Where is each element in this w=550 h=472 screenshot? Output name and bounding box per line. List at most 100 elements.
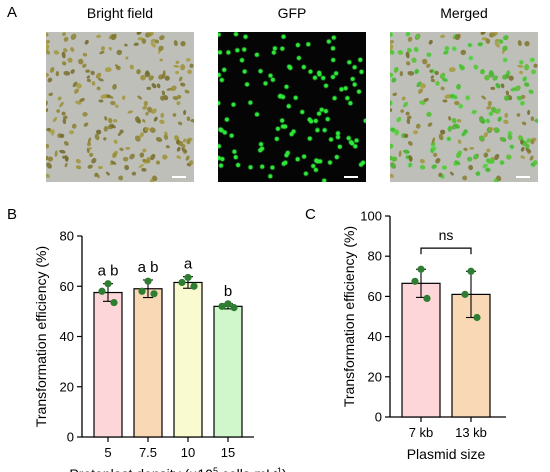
x-label-part: 5 xyxy=(213,466,218,472)
gfp-cell xyxy=(255,52,259,57)
cell xyxy=(112,119,118,123)
data-point xyxy=(150,290,158,298)
scale-bar xyxy=(172,176,186,178)
gfp-cell xyxy=(431,164,437,170)
cell xyxy=(74,88,79,94)
cell xyxy=(438,133,444,141)
cell xyxy=(129,153,135,160)
cell xyxy=(508,75,514,81)
gfp-cell xyxy=(353,144,358,149)
gfp-cell xyxy=(516,95,522,101)
cell xyxy=(457,139,462,144)
gfp-cell xyxy=(220,157,225,161)
gfp-cell xyxy=(260,146,264,151)
gfp-cell xyxy=(304,171,308,176)
cell xyxy=(405,61,411,66)
gfp-cell xyxy=(331,58,336,62)
cell xyxy=(176,139,180,145)
cell xyxy=(108,46,112,51)
gfp-cell xyxy=(297,56,301,60)
cell xyxy=(160,112,165,119)
gfp-cell xyxy=(467,42,473,48)
cell xyxy=(170,85,177,92)
cell xyxy=(517,40,522,47)
gfp-cell xyxy=(413,46,419,53)
cell xyxy=(108,95,114,99)
gfp-cell xyxy=(530,69,537,75)
cell xyxy=(75,165,82,170)
data-point xyxy=(218,302,226,310)
gfp-cell xyxy=(348,101,353,106)
gfp-cell xyxy=(324,109,328,114)
gfp-cell xyxy=(315,128,320,132)
gfp-cell xyxy=(431,146,437,152)
data-point xyxy=(473,313,481,322)
cell xyxy=(110,100,116,106)
y-tick-label: 20 xyxy=(60,379,74,394)
cell xyxy=(61,111,66,116)
cell xyxy=(133,42,139,47)
gfp-cell xyxy=(509,144,515,150)
cell xyxy=(516,113,521,117)
cell xyxy=(390,44,394,51)
gfp-cell xyxy=(406,47,412,53)
cell xyxy=(185,155,190,161)
gfp-cell xyxy=(332,96,337,101)
cell xyxy=(116,49,123,56)
gfp-cell xyxy=(407,162,413,168)
data-point xyxy=(110,298,118,307)
cell xyxy=(110,160,117,165)
gfp-cell xyxy=(233,155,238,160)
significance-label: ns xyxy=(439,227,454,243)
cell xyxy=(407,141,413,146)
cell xyxy=(398,150,402,157)
gfp-cell xyxy=(337,144,342,149)
gfp-cell xyxy=(258,69,263,74)
gfp-cell xyxy=(441,164,448,171)
gfp-cell xyxy=(479,116,485,123)
x-label-part: -1 xyxy=(274,466,282,472)
cell xyxy=(428,39,433,45)
gfp-cell xyxy=(455,84,462,90)
cell xyxy=(64,162,68,168)
cell xyxy=(113,139,118,144)
data-point xyxy=(461,290,469,298)
gfp-cell xyxy=(301,65,306,69)
cell xyxy=(59,101,64,108)
cell xyxy=(481,95,487,100)
cell xyxy=(463,147,468,152)
gfp-cell xyxy=(343,86,348,91)
cell xyxy=(426,63,431,68)
cell xyxy=(186,116,191,122)
gfp-cell xyxy=(218,73,221,77)
cell xyxy=(494,41,500,48)
y-tick-label: 80 xyxy=(368,249,382,264)
cell xyxy=(139,152,145,158)
gfp-cell xyxy=(273,46,277,51)
chart-b-y-axis-label: Transformation efficiency (%) xyxy=(33,246,49,427)
cell xyxy=(46,108,49,112)
cell xyxy=(180,41,186,47)
cell xyxy=(87,164,93,169)
gfp-cell xyxy=(218,101,221,106)
gfp-cell xyxy=(488,70,494,76)
gfp-cell xyxy=(358,57,363,62)
y-tick-label: 60 xyxy=(60,279,74,294)
gfp-cell xyxy=(226,50,231,55)
gfp-cell xyxy=(295,157,300,162)
cell xyxy=(67,57,73,63)
gfp-cell xyxy=(506,154,512,160)
gfp-cell xyxy=(339,87,344,92)
cell xyxy=(107,117,113,124)
cell xyxy=(182,138,187,143)
cell xyxy=(57,96,62,101)
cell xyxy=(88,147,92,151)
cell xyxy=(480,32,486,35)
cell xyxy=(124,43,128,47)
data-point xyxy=(190,282,198,290)
gfp-cell xyxy=(434,80,441,87)
significance-letter: b xyxy=(224,283,232,300)
y-tick-label: 40 xyxy=(368,329,382,344)
cell xyxy=(415,123,421,129)
cell xyxy=(519,70,523,75)
